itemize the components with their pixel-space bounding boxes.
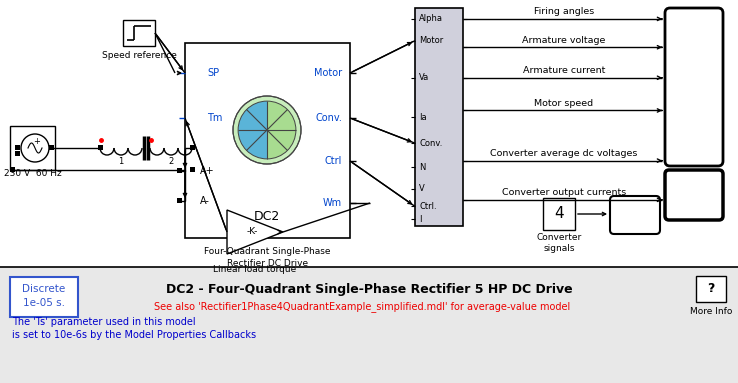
Text: Discrete: Discrete [22,284,66,294]
Bar [98,145,103,150]
Text: A-: A- [200,196,210,206]
Polygon shape [227,210,283,254]
Circle shape [21,134,49,162]
Text: Tm: Tm [207,113,222,123]
Bar [543,198,575,230]
Text: More Info: More Info [690,306,732,316]
Text: DC2: DC2 [254,210,280,223]
Text: Converter output currents: Converter output currents [502,188,626,197]
Text: I: I [419,215,421,224]
FancyBboxPatch shape [610,196,660,234]
Bar [177,168,182,173]
Text: Four-Quadrant Single-Phase: Four-Quadrant Single-Phase [204,247,331,257]
Text: The 'Ts' parameter used in this model: The 'Ts' parameter used in this model [12,317,196,327]
Text: Motor speed: Motor speed [534,99,593,108]
Bar [15,151,20,156]
Wedge shape [238,101,267,159]
Text: is set to 10e-6s by the Model Properties Callbacks: is set to 10e-6s by the Model Properties… [12,330,256,340]
Bar [49,145,54,150]
Text: Converter average dc voltages: Converter average dc voltages [490,149,638,158]
Bar [10,167,15,172]
Text: 1e-05 s.: 1e-05 s. [23,298,65,308]
Text: Motor: Motor [419,36,444,45]
Bar [185,43,350,238]
Text: 230 V  60 Hz: 230 V 60 Hz [4,170,62,178]
Bar [0,0,738,267]
Text: 2: 2 [168,157,173,167]
Bar [15,145,20,150]
Bar [190,145,195,150]
Text: +: + [33,137,41,147]
Text: See also 'Rectifier1Phase4QuadrantExample_simplified.mdl' for average-value mode: See also 'Rectifier1Phase4QuadrantExampl… [154,301,570,313]
Text: Firing angles: Firing angles [534,7,594,16]
Bar [190,167,195,172]
Bar [177,198,182,203]
Text: Armature current: Armature current [523,66,605,75]
Text: Ctrl: Ctrl [325,156,342,166]
Bar [415,8,463,226]
Wedge shape [267,101,296,159]
FancyBboxPatch shape [665,170,723,220]
Text: Speed reference: Speed reference [102,51,176,61]
Text: Ia: Ia [419,113,427,121]
Bar [0,267,738,383]
Text: Alpha: Alpha [419,15,443,23]
Text: -K-: -K- [246,228,258,236]
Bar [123,20,155,46]
FancyBboxPatch shape [665,8,723,166]
Text: Motor: Motor [314,68,342,78]
Text: Armature voltage: Armature voltage [523,36,606,45]
Text: SP: SP [207,68,219,78]
Text: Converter
signals: Converter signals [537,233,582,253]
Text: 4: 4 [554,206,564,221]
Text: Va: Va [419,73,430,82]
Text: DC2 - Four-Quadrant Single-Phase Rectifier 5 HP DC Drive: DC2 - Four-Quadrant Single-Phase Rectifi… [166,283,572,296]
Text: A+: A+ [200,166,215,176]
Text: Wm: Wm [323,198,342,208]
Bar [696,276,726,302]
Circle shape [233,96,301,164]
Text: Linear load torque: Linear load torque [213,265,297,273]
Text: Conv.: Conv. [419,139,442,148]
Text: N: N [419,163,425,172]
Bar [10,277,78,317]
Text: Rectifier DC Drive: Rectifier DC Drive [227,259,308,267]
Text: Conv.: Conv. [315,113,342,123]
Text: 1: 1 [118,157,124,167]
Text: Ctrl.: Ctrl. [419,202,437,211]
Text: ?: ? [707,282,714,295]
Bar [10,126,55,170]
Text: V: V [419,185,425,193]
